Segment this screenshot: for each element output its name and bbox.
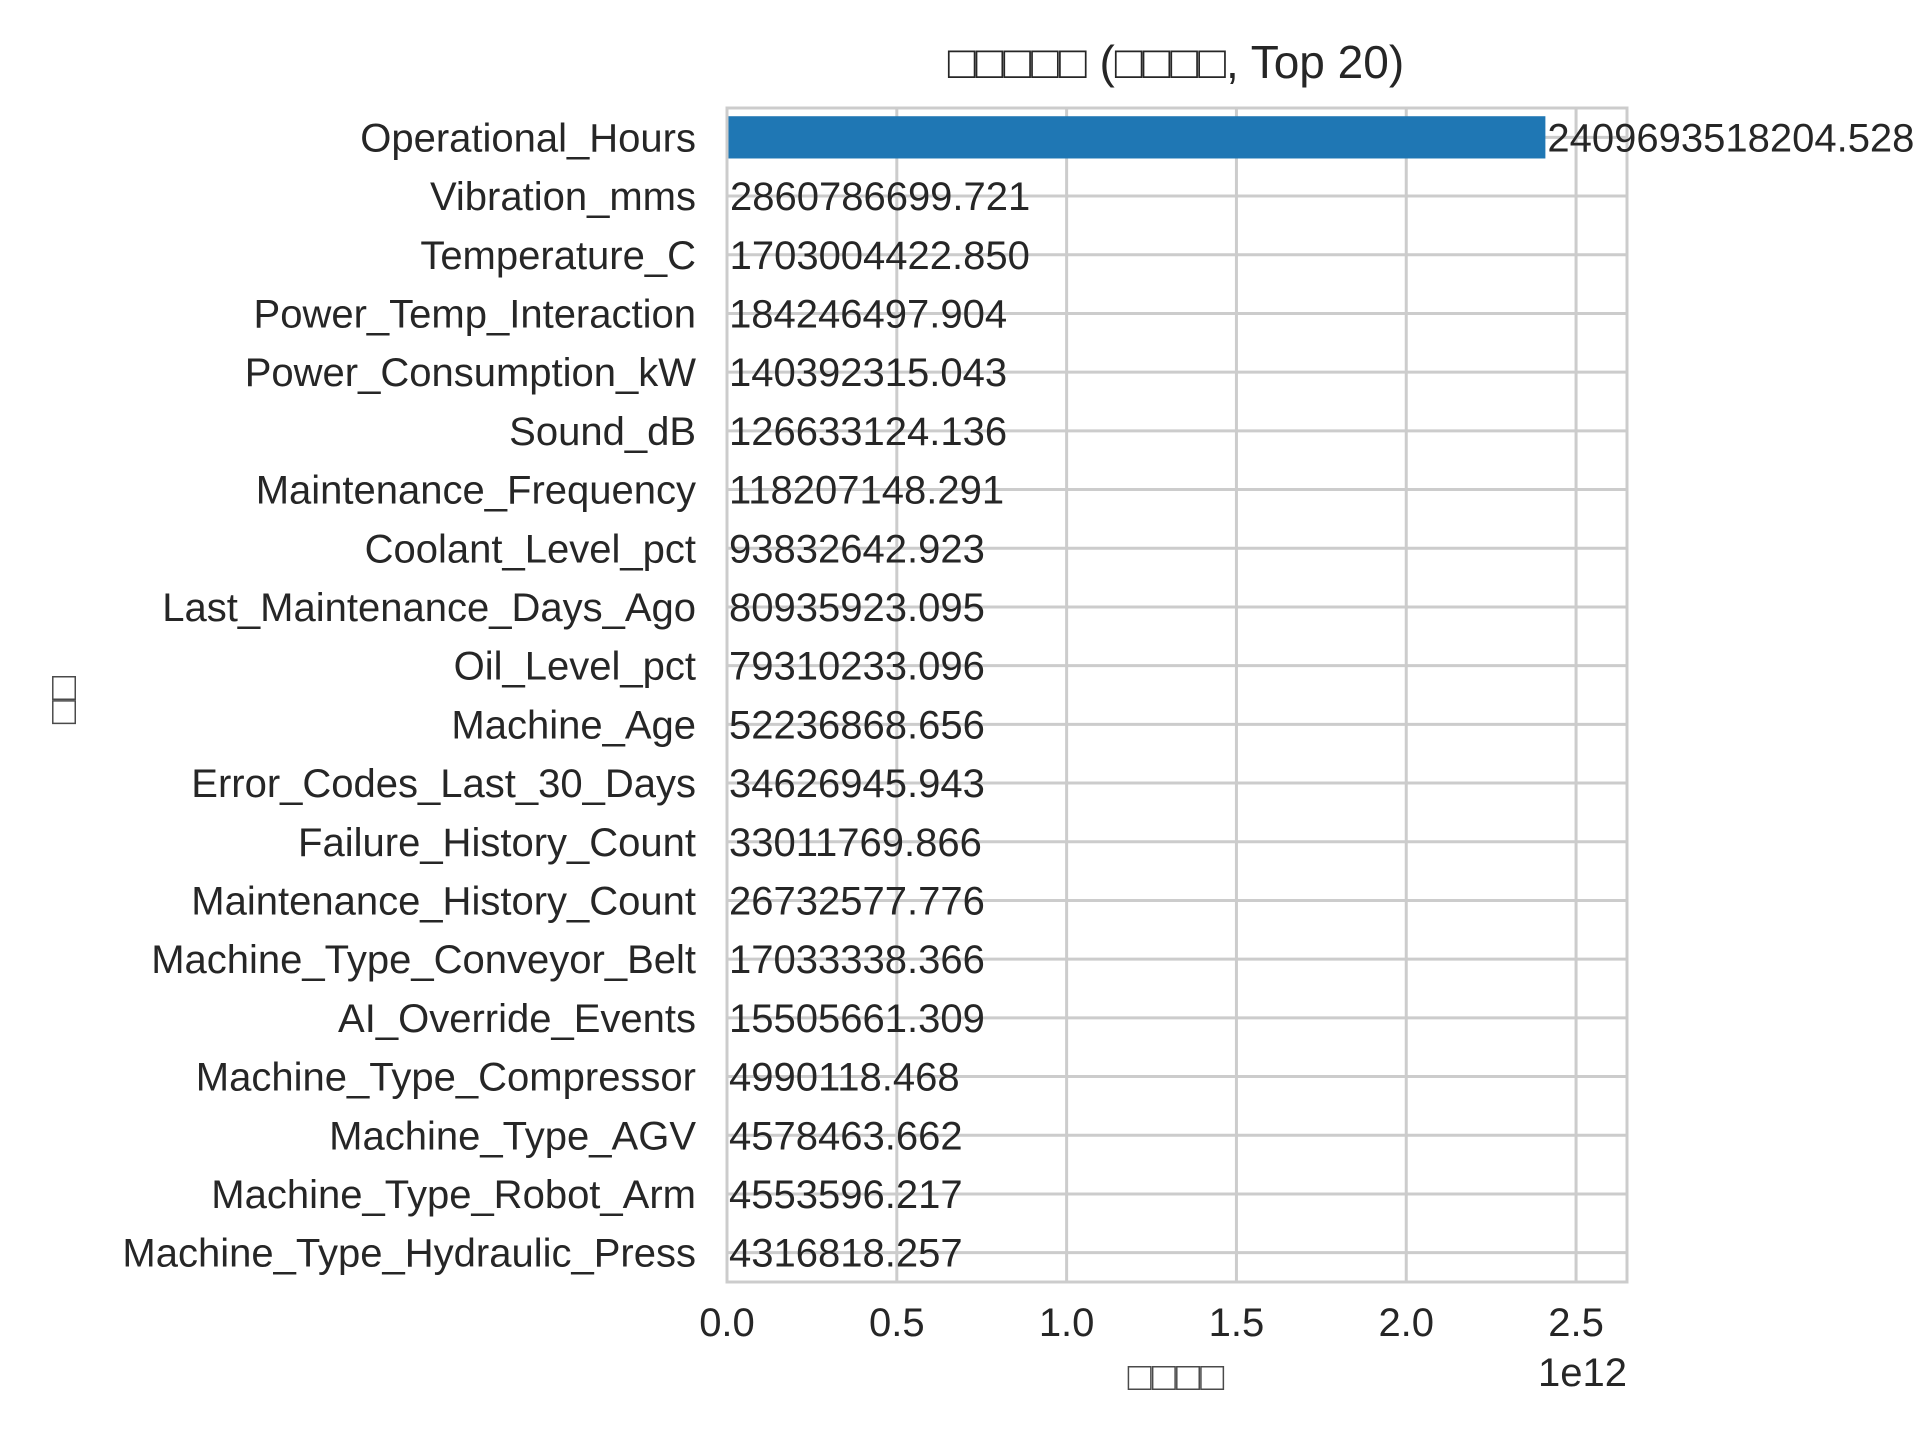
value-label: 93832642.923 xyxy=(729,527,985,571)
value-label: 2409693518204.528 xyxy=(1547,116,1914,160)
value-label: 52236868.656 xyxy=(729,703,985,747)
value-label: 17033338.366 xyxy=(729,938,985,982)
x-tick-label: 0.5 xyxy=(869,1301,925,1345)
category-label: Machine_Type_Compressor xyxy=(196,1056,696,1100)
grid-lines xyxy=(725,108,1627,1282)
value-label: 126633124.136 xyxy=(729,410,1007,454)
value-label: 118207148.291 xyxy=(729,469,1004,513)
value-label: 34626945.943 xyxy=(729,762,985,806)
x-axis-label: □□□□ xyxy=(1128,1355,1225,1399)
x-tick-label: 2.0 xyxy=(1378,1301,1434,1345)
value-label: 33011769.866 xyxy=(729,821,982,865)
category-label: Sound_dB xyxy=(509,410,696,454)
category-label: Vibration_mms xyxy=(430,175,696,219)
category-label: Maintenance_History_Count xyxy=(191,879,696,923)
value-label: 1703004422.850 xyxy=(730,234,1030,278)
value-label: 2860786699.721 xyxy=(730,175,1030,219)
category-label: Machine_Type_AGV xyxy=(329,1114,696,1158)
category-label: Error_Codes_Last_30_Days xyxy=(191,762,696,806)
x-tick-label: 1.5 xyxy=(1209,1301,1265,1345)
value-label: 26732577.776 xyxy=(729,879,985,923)
value-label: 80935923.095 xyxy=(729,586,985,630)
plot-frame xyxy=(725,106,1629,1284)
category-label: Machine_Type_Hydraulic_Press xyxy=(122,1232,696,1276)
x-tick-label: 0.0 xyxy=(699,1301,755,1345)
bar xyxy=(727,116,1546,159)
bars xyxy=(727,116,1546,1274)
category-label: Maintenance_Frequency xyxy=(256,469,696,513)
category-label: Last_Maintenance_Days_Ago xyxy=(162,586,696,630)
category-label: Operational_Hours xyxy=(360,116,696,160)
category-label: Coolant_Level_pct xyxy=(365,527,696,571)
chart-title: □□□□□ (□□□□, Top 20) xyxy=(948,36,1404,88)
value-label: 4553596.217 xyxy=(729,1173,963,1217)
y-axis-label: □□ xyxy=(41,676,85,724)
value-label: 15505661.309 xyxy=(729,997,985,1041)
category-label: Failure_History_Count xyxy=(298,821,696,865)
category-label: Machine_Age xyxy=(451,703,696,747)
category-label: Machine_Type_Conveyor_Belt xyxy=(151,938,696,982)
value-label: 4316818.257 xyxy=(729,1232,963,1276)
x-offset-label: 1e12 xyxy=(1538,1351,1627,1395)
category-labels: Operational_Hours Vibration_mms Temperatur… xyxy=(122,116,696,1275)
value-label: 140392315.043 xyxy=(729,351,1007,395)
value-label: 184246497.904 xyxy=(729,292,1007,336)
category-label: Oil_Level_pct xyxy=(454,645,696,689)
value-label: 4990118.468 xyxy=(729,1056,960,1100)
category-label: AI_Override_Events xyxy=(338,997,696,1041)
x-tick-label: 2.5 xyxy=(1548,1301,1604,1345)
category-label: Power_Temp_Interaction xyxy=(254,292,696,336)
x-tick-label: 1.0 xyxy=(1039,1301,1095,1345)
category-label: Machine_Type_Robot_Arm xyxy=(211,1173,696,1217)
value-label: 4578463.662 xyxy=(729,1114,963,1158)
value-label: 79310233.096 xyxy=(729,645,985,689)
value-labels: 2409693518204.528 2860786699.721 170300442… xyxy=(729,116,1914,1275)
category-label: Temperature_C xyxy=(420,234,696,278)
category-label: Power_Consumption_kW xyxy=(245,351,697,395)
x-tick-labels: 0.0 0.5 1.0 1.5 2.0 2.5 xyxy=(699,1301,1604,1345)
